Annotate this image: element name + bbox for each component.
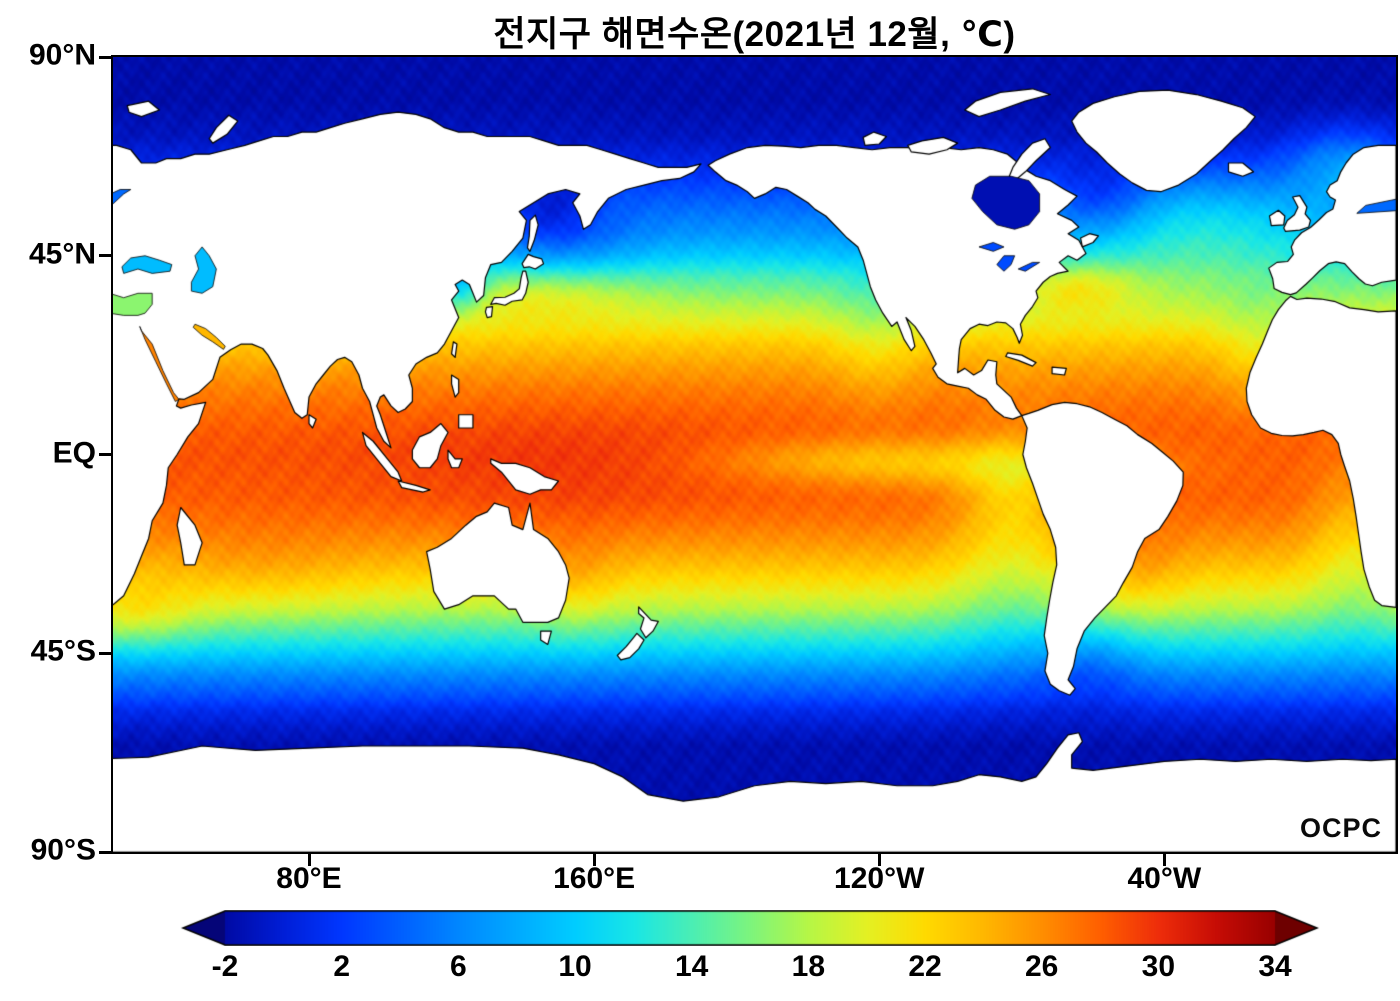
colorbar-tick-label: 18 — [791, 950, 826, 983]
x-axis-tick — [592, 854, 596, 866]
x-axis-label: 120°W — [834, 862, 925, 895]
x-axis-label: 80°E — [276, 862, 342, 895]
colorbar-tick-label: 22 — [908, 950, 942, 983]
x-axis-tick — [307, 854, 311, 866]
colorbar-tick-label: 6 — [449, 950, 467, 983]
y-axis-tick — [99, 55, 111, 59]
y-axis-tick — [99, 850, 111, 854]
sst-map-canvas — [111, 55, 1398, 854]
y-axis-label: 45°S — [30, 634, 96, 668]
x-axis-label: 160°E — [553, 862, 636, 895]
y-axis-label: EQ — [52, 435, 96, 469]
colorbar-tick-label: 14 — [674, 950, 709, 983]
y-axis-label: 90°S — [30, 833, 96, 867]
colorbar-tick-label: 34 — [1258, 950, 1292, 983]
x-axis-tick — [877, 854, 881, 866]
colorbar-tick-label: 10 — [558, 950, 592, 983]
chart-title: 전지구 해면수온(2021년 12월, ℃) — [493, 15, 1016, 54]
y-axis-tick — [99, 453, 111, 456]
colorbar-tick-label: -2 — [211, 950, 239, 983]
colorbar-tick-label: 30 — [1141, 950, 1176, 983]
colorbar-tick-label: 26 — [1024, 950, 1059, 983]
x-axis-tick — [1162, 854, 1166, 866]
y-axis-label: 45°N — [28, 237, 96, 271]
y-axis-label: 90°N — [28, 38, 96, 72]
colorbar-tick-label: 2 — [333, 950, 350, 983]
colorbar — [180, 910, 1320, 946]
x-axis-label: 40°W — [1127, 862, 1202, 895]
y-axis-tick — [99, 254, 111, 258]
y-axis-tick — [99, 651, 111, 655]
